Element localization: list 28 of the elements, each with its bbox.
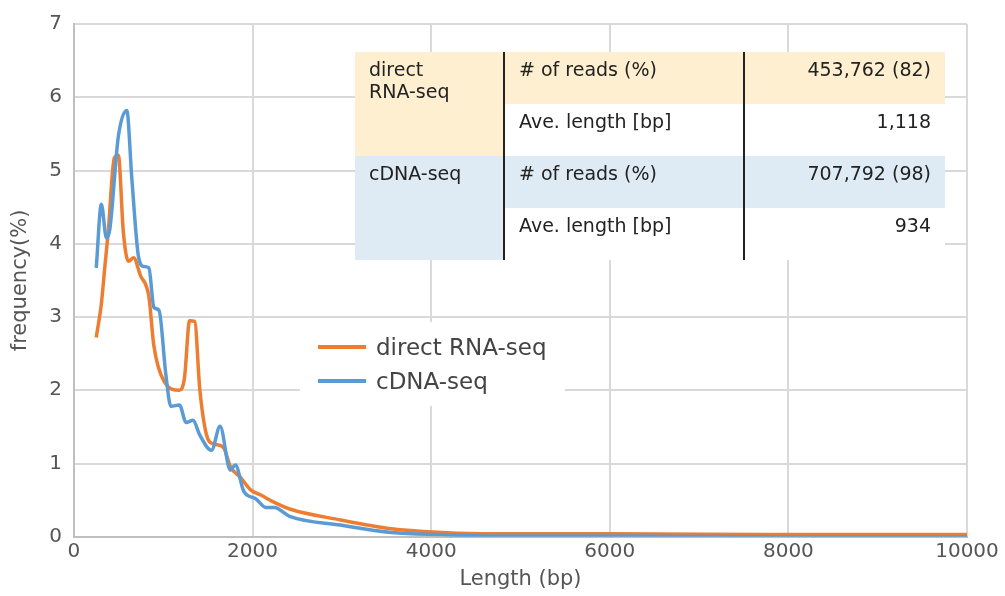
- annotation: Ave. length [bp]: [505, 104, 745, 156]
- x-tick-label: 2000: [227, 538, 278, 562]
- y-tick-label: 4: [49, 229, 62, 254]
- annotation: 934: [745, 208, 945, 260]
- y-tick-label: 7: [49, 10, 62, 35]
- x-tick-label: 8000: [762, 538, 814, 562]
- annotation: 453,762 (82): [745, 52, 945, 104]
- x-tick-label: 0: [67, 538, 81, 562]
- legend-label: direct RNA-seq: [376, 334, 547, 360]
- annotation: # of reads (%): [505, 156, 745, 208]
- y-tick-label: 3: [49, 303, 62, 328]
- annotation: 1,118: [745, 104, 945, 156]
- y-axis-title: frequency(%): [7, 209, 32, 352]
- x-tick-label: 6000: [584, 538, 636, 562]
- annotation: 707,792 (98): [745, 156, 945, 208]
- x-tick-label: 4000: [405, 538, 457, 562]
- annotation: direct RNA-seq: [355, 52, 505, 156]
- y-tick-label: 0: [49, 523, 62, 547]
- x-tick-label: 10000: [935, 538, 999, 562]
- x-axis-title: Length (bp): [459, 565, 582, 590]
- annotation: # of reads (%): [505, 52, 745, 104]
- legend-label: cDNA-seq: [376, 368, 488, 394]
- y-tick-label: 5: [49, 156, 62, 181]
- y-tick-label: 6: [49, 83, 62, 108]
- y-tick-label: 1: [49, 449, 62, 474]
- y-tick-label: 2: [49, 376, 62, 401]
- annotation: Ave. length [bp]: [505, 208, 745, 260]
- annotation: cDNA-seq: [355, 156, 505, 208]
